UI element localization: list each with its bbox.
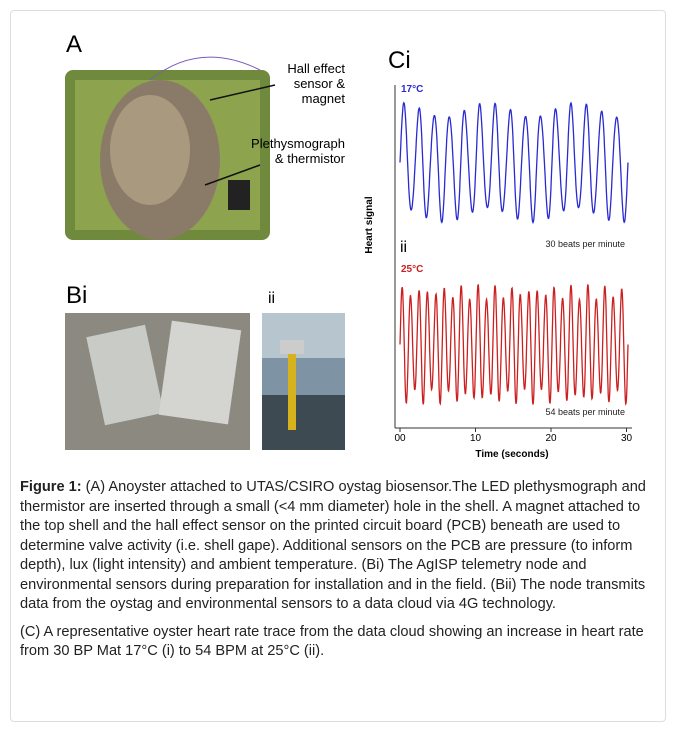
caption-text: (A) Anoyster attached to UTAS/CSIRO oyst… (20, 479, 646, 612)
page: A Hall effectsensor &magnet Plethysmogra… (0, 0, 677, 735)
trace-sublabel: ii (400, 239, 407, 256)
caption: Figure 1: (A) Anoyster attached to UTAS/… (20, 478, 658, 670)
annotation-line: sensor & (294, 76, 346, 91)
caption-paragraph: Figure 1: (A) Anoyster attached to UTAS/… (20, 478, 658, 615)
enclosure (159, 321, 242, 425)
trace-rate: 30 beats per minute (545, 239, 625, 249)
caption-paragraph: (C) A representative oyster heart rate t… (20, 623, 658, 662)
y-axis-label: Heart signal (364, 196, 375, 253)
panel-label: A (66, 31, 82, 58)
water (262, 395, 345, 450)
x-axis-label: Time (seconds) (475, 449, 548, 460)
node-box (280, 340, 304, 354)
pole (288, 350, 296, 430)
trace-temperature: 17°C (401, 84, 423, 95)
heart-trace (400, 285, 628, 405)
heart-trace (400, 103, 628, 223)
annotation-line: & thermistor (275, 151, 346, 166)
x-tick-label: 20 (545, 433, 557, 444)
x-tick-label: 00 (394, 433, 406, 444)
panel-label: Bi (66, 282, 87, 309)
trace-rate: 54 beats per minute (545, 407, 625, 417)
x-tick-label: 10 (470, 433, 482, 444)
annotation-line: Plethysmograph (251, 136, 345, 151)
trace-temperature: 25°C (401, 264, 423, 275)
x-tick-label: 30 (621, 433, 633, 444)
caption-prefix: Figure 1: (20, 479, 82, 495)
panel-sublabel: ii (268, 290, 275, 307)
oyster-shell (110, 95, 190, 205)
annotation-line: magnet (302, 91, 346, 106)
annotation-line: Hall effect (287, 61, 345, 76)
connector (228, 180, 250, 210)
panel-label: Ci (388, 47, 411, 74)
